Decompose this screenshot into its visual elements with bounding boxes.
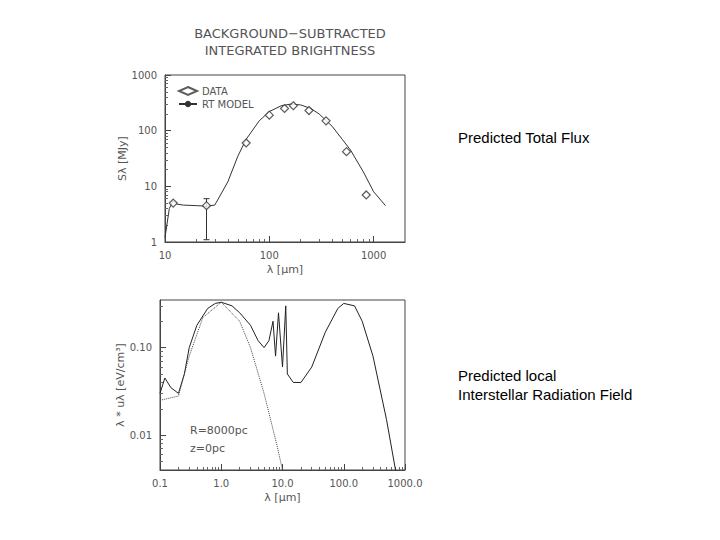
svg-text:z=0pc: z=0pc xyxy=(190,442,225,455)
svg-text:λ * uλ [eV/cm³]: λ * uλ [eV/cm³] xyxy=(114,343,127,427)
svg-text:R=8000pc: R=8000pc xyxy=(190,424,248,437)
svg-text:1000: 1000 xyxy=(132,70,157,81)
svg-text:10: 10 xyxy=(144,181,157,192)
svg-text:RT MODEL: RT MODEL xyxy=(202,99,254,110)
svg-text:λ [μm]: λ [μm] xyxy=(264,491,300,504)
svg-text:λ [μm]: λ [μm] xyxy=(267,263,303,276)
svg-text:Interstellar Radiation Field: Interstellar Radiation Field xyxy=(458,386,632,403)
svg-text:100.0: 100.0 xyxy=(329,478,358,489)
svg-text:10.0: 10.0 xyxy=(271,478,293,489)
svg-text:Predicted local: Predicted local xyxy=(458,367,556,384)
svg-text:1.0: 1.0 xyxy=(213,478,229,489)
svg-text:1000: 1000 xyxy=(361,250,386,261)
svg-text:0.01: 0.01 xyxy=(130,430,152,441)
svg-text:1000.0: 1000.0 xyxy=(388,478,423,489)
svg-text:1: 1 xyxy=(151,237,157,248)
svg-text:100: 100 xyxy=(260,250,279,261)
svg-text:BACKGROUND−SUBTRACTED: BACKGROUND−SUBTRACTED xyxy=(194,26,386,41)
svg-text:0.1: 0.1 xyxy=(152,478,168,489)
svg-text:Predicted Total Flux: Predicted Total Flux xyxy=(458,129,590,146)
svg-text:INTEGRATED BRIGHTNESS: INTEGRATED BRIGHTNESS xyxy=(205,43,376,58)
svg-text:0.10: 0.10 xyxy=(130,342,152,353)
svg-text:Sλ [MJy]: Sλ [MJy] xyxy=(116,136,129,181)
svg-text:DATA: DATA xyxy=(202,86,228,97)
svg-text:10: 10 xyxy=(159,250,172,261)
svg-text:100: 100 xyxy=(138,125,157,136)
